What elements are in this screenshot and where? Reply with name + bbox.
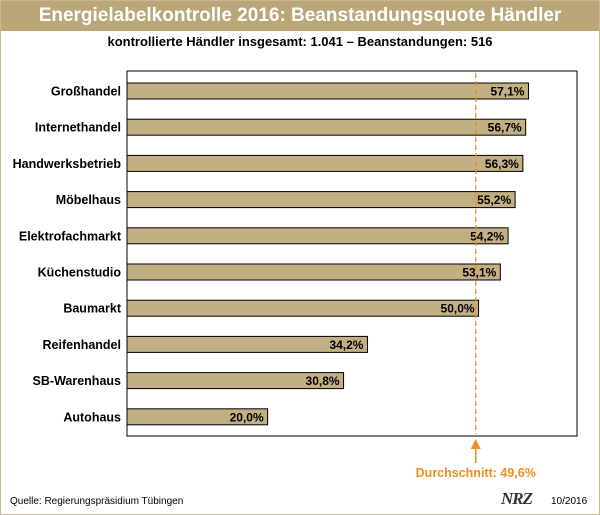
bar (126, 227, 509, 245)
category-label: Elektrofachmarkt (19, 229, 122, 243)
chart-subtitle: kontrollierte Händler insgesamt: 1.041 –… (107, 34, 493, 49)
value-label: 54,2% (470, 229, 504, 243)
bar (126, 372, 345, 390)
bar (126, 191, 516, 209)
bar (126, 154, 524, 172)
average-label: Durchschnitt: 49,6% (416, 466, 536, 480)
brand-logo: NRZ (501, 489, 533, 508)
reference-layer: Durchschnitt: 49,6% (416, 73, 536, 480)
bar (126, 263, 501, 281)
value-label: 30,8% (306, 374, 340, 388)
average-arrow-icon (470, 439, 481, 449)
category-label: Internethandel (35, 121, 121, 135)
category-label: Handwerksbetrieb (13, 157, 122, 171)
bar (126, 335, 368, 353)
value-label: 55,2% (477, 193, 511, 207)
bar (126, 408, 269, 426)
bars-layer: Großhandel 57,1% Internethandel 56,7% Handwe… (13, 82, 529, 426)
value-label: 50,0% (441, 302, 475, 316)
bar (126, 82, 529, 100)
category-label: Küchenstudio (38, 266, 122, 280)
bar (126, 118, 527, 136)
value-label: 56,7% (488, 121, 522, 135)
category-label: Baumarkt (63, 302, 121, 316)
date-label: 10/2016 (551, 496, 588, 507)
category-label: SB-Warenhaus (33, 374, 121, 388)
source-note: Quelle: Regierungspräsidium Tübingen (10, 496, 184, 507)
plot-area (126, 70, 578, 437)
value-label: 20,0% (230, 410, 264, 424)
category-label: Möbelhaus (56, 193, 121, 207)
bar (126, 299, 480, 317)
category-label: Reifenhandel (43, 338, 122, 352)
chart-title: Energielabelkontrolle 2016: Beanstandung… (1, 1, 599, 31)
value-label: 56,3% (485, 157, 519, 171)
category-label: Großhandel (51, 85, 121, 99)
value-label: 34,2% (329, 338, 363, 352)
value-label: 57,1% (490, 85, 524, 99)
value-label: 53,1% (462, 266, 496, 280)
category-label: Autohaus (63, 410, 121, 424)
